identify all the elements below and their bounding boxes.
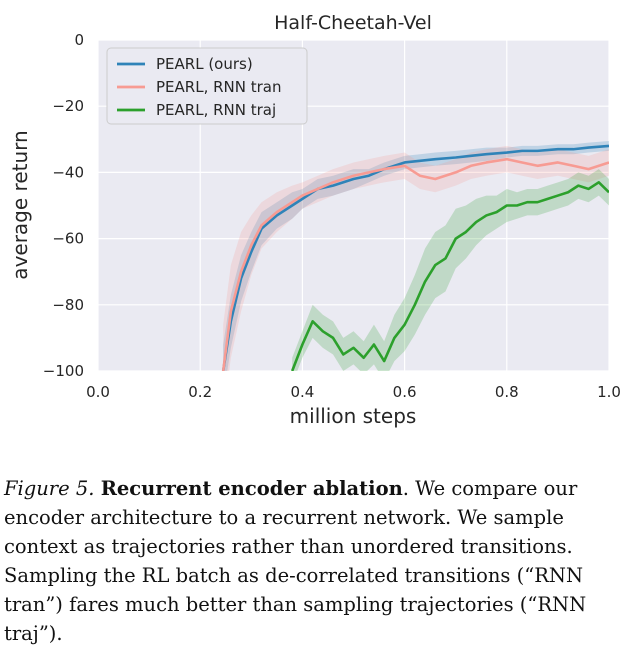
caption-body: . We compare our encoder architecture to… <box>4 477 587 645</box>
series-lines <box>221 144 609 371</box>
y-tick-label: −40 <box>52 163 84 181</box>
chart: 0.0 0.2 0.4 0.6 0.8 1.0 0 −20 −40 −60 −80 −100 Hal… <box>8 12 621 428</box>
legend-label: PEARL (ours) <box>156 55 253 73</box>
caption-heading: Recurrent encoder ablation <box>100 477 403 500</box>
caption-figure-label: Figure 5. <box>4 477 95 500</box>
legend-box <box>106 47 308 125</box>
y-tick-labels: 0 −20 −40 −60 −80 −100 <box>43 31 84 380</box>
y-tick-label: −100 <box>43 362 84 380</box>
chart-title: Half-Cheetah-Vel <box>274 12 432 34</box>
series-line-0 <box>221 144 609 371</box>
series-line-1 <box>221 157 609 371</box>
x-tick-label: 0.2 <box>188 383 212 401</box>
x-tick-label: 1.0 <box>597 383 621 401</box>
y-axis-title: average return <box>8 130 32 279</box>
legend: PEARL (ours) PEARL, RNN tran PEARL, RNN tr… <box>106 47 308 125</box>
x-tick-label: 0.8 <box>495 383 519 401</box>
series-band-2 <box>292 169 609 371</box>
confidence-bands <box>223 140 609 371</box>
y-tick-label: −20 <box>52 97 84 115</box>
legend-label: PEARL, RNN tran <box>156 78 281 96</box>
x-tick-label: 0.0 <box>86 383 110 401</box>
series-band-1 <box>223 145 609 371</box>
x-axis-title: million steps <box>290 404 417 428</box>
y-tick-label: −80 <box>52 296 84 314</box>
y-tick-label: −60 <box>52 230 84 248</box>
series-band-0 <box>223 140 609 371</box>
x-tick-label: 0.4 <box>290 383 314 401</box>
series-line-2 <box>290 181 609 371</box>
legend-label: PEARL, RNN traj <box>156 101 276 119</box>
y-tick-label: 0 <box>74 31 84 49</box>
x-tick-labels: 0.0 0.2 0.4 0.6 0.8 1.0 <box>86 383 621 401</box>
x-tick-label: 0.6 <box>393 383 417 401</box>
